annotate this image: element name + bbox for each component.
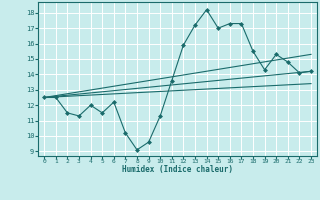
- X-axis label: Humidex (Indice chaleur): Humidex (Indice chaleur): [122, 165, 233, 174]
